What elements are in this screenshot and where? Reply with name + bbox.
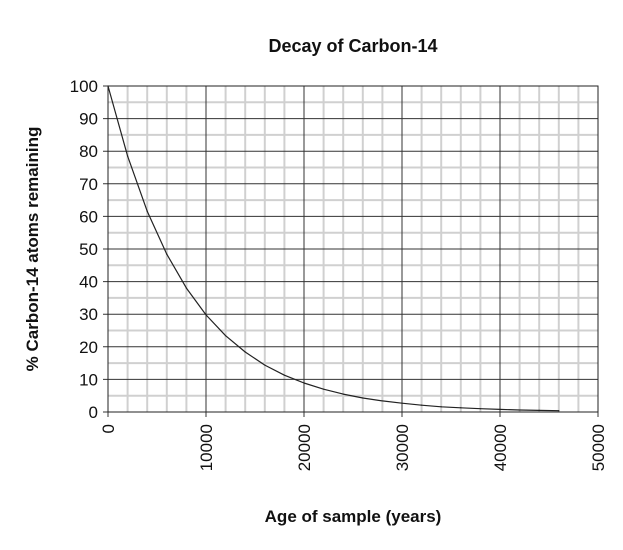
y-tick-label: 80 [79,142,98,161]
y-tick-label: 100 [70,77,98,96]
y-tick-label: 20 [79,338,98,357]
data-point [362,397,364,399]
data-point [558,410,560,412]
data-point [479,408,481,410]
data-point [440,406,442,408]
data-point [421,404,423,406]
data-point [107,85,109,87]
data-point [323,388,325,390]
data-point [127,155,129,157]
data-point [499,408,501,410]
data-point [166,253,168,255]
data-point [264,364,266,366]
y-tick-label: 50 [79,240,98,259]
decay-curve [107,85,559,412]
data-point [146,210,148,212]
y-tick-label: 10 [79,370,98,389]
data-point [225,335,227,337]
data-point [460,407,462,409]
y-tick-label: 60 [79,207,98,226]
data-point [381,400,383,402]
x-tick-label: 10000 [197,424,216,471]
data-point [205,314,207,316]
x-tick-label: 30000 [393,424,412,471]
data-point [244,351,246,353]
data-point [538,409,540,411]
x-tick-label: 50000 [589,424,608,471]
y-axis-label: % Carbon-14 atoms remaining [23,127,42,372]
data-point [283,374,285,376]
series [107,85,560,412]
x-tick-label: 20000 [295,424,314,471]
y-tick-label: 30 [79,305,98,324]
data-point [185,287,187,289]
data-point [303,382,305,384]
chart-title: Decay of Carbon-14 [268,36,437,56]
x-axis-label: Age of sample (years) [265,507,442,526]
data-point [519,409,521,411]
plot-border [107,85,599,413]
grid [103,85,599,417]
y-tick-label: 90 [79,110,98,129]
x-tick-label: 0 [99,424,118,433]
ticks: 0 10 20 30 40 50 60 70 80 90 100 0 10000 20000 30000 40… [70,77,608,471]
data-point [401,402,403,404]
y-tick-label: 70 [79,175,98,194]
y-tick-label: 40 [79,273,98,292]
x-tick-label: 40000 [491,424,510,471]
data-point [342,393,344,395]
y-tick-label: 0 [89,403,98,422]
